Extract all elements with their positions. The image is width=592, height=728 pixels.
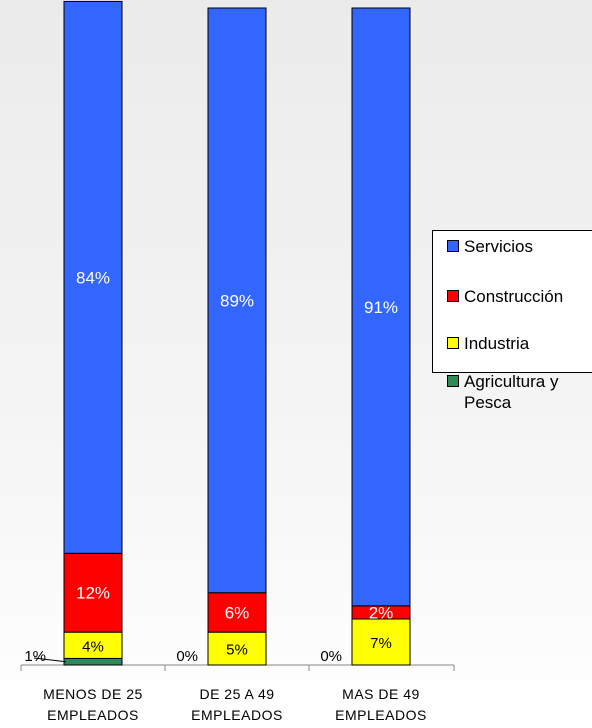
legend-item-industria: Industria bbox=[447, 333, 529, 354]
data-label: 89% bbox=[220, 291, 254, 310]
x-tick-label: EMPLEADOS bbox=[191, 707, 283, 723]
data-label: 5% bbox=[226, 642, 248, 659]
x-tick-label: EMPLEADOS bbox=[47, 707, 139, 723]
chart-legend: Servicios Construcción Industria Agricul… bbox=[432, 230, 592, 412]
legend-label: Construcción bbox=[464, 287, 564, 306]
legend-swatch-servicios bbox=[447, 240, 459, 252]
legend-label: Industria bbox=[464, 334, 530, 353]
bar-segment-industria bbox=[351, 618, 411, 666]
bar-segment-servicios bbox=[351, 7, 411, 607]
data-label: 0% bbox=[176, 648, 198, 665]
x-tick-label: EMPLEADOS bbox=[335, 707, 427, 723]
legend-label: Servicios bbox=[464, 237, 533, 256]
data-label-leader bbox=[33, 657, 67, 663]
legend-swatch-industria bbox=[447, 337, 459, 349]
bar-segment-industria bbox=[63, 631, 123, 659]
data-label: 12% bbox=[76, 584, 110, 603]
x-tick-label: DE 25 A 49 bbox=[199, 686, 274, 702]
x-tick-label: MENOS DE 25 bbox=[43, 686, 143, 702]
legend-swatch-construccion bbox=[447, 290, 459, 302]
bar-segment-servicios bbox=[63, 0, 123, 554]
legend-item-servicios: Servicios bbox=[447, 236, 533, 257]
bar-segment-servicios bbox=[207, 7, 267, 594]
data-label: 4% bbox=[82, 638, 104, 655]
data-label: 1% bbox=[24, 648, 46, 665]
legend-item-agricultura: Agricultura y Pesca bbox=[447, 371, 558, 413]
legend-swatch-agricultura bbox=[447, 375, 459, 387]
x-tick-label: MAS DE 49 bbox=[342, 686, 420, 702]
legend-item-construccion: Construcción bbox=[447, 286, 563, 307]
bar-segment-construcción bbox=[207, 592, 267, 633]
data-label: 0% bbox=[320, 648, 342, 665]
bar-segment-industria bbox=[207, 631, 267, 666]
legend-label: Agricultura y Pesca bbox=[464, 372, 559, 412]
data-label: 91% bbox=[364, 298, 398, 317]
data-label: 2% bbox=[369, 603, 394, 622]
data-label: 7% bbox=[370, 635, 392, 652]
data-label: 6% bbox=[225, 603, 250, 622]
bar-segment-agricultura bbox=[63, 657, 123, 666]
bar-segment-construcción bbox=[63, 552, 123, 633]
data-label: 84% bbox=[76, 268, 110, 287]
